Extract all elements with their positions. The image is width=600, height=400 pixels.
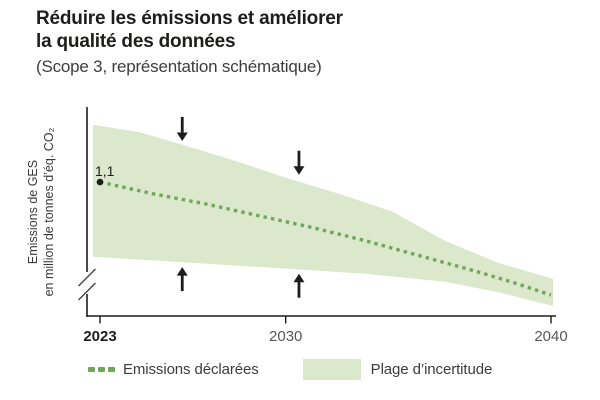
legend-item-declared-emissions: Emissions déclarées	[88, 361, 259, 378]
chart-title-line2: la qualité des données	[36, 31, 236, 52]
up-arrow-icon	[293, 273, 305, 283]
chart-header: Réduire les émissions et améliorer la qu…	[36, 7, 343, 77]
start-point-dot	[96, 178, 104, 186]
axis-break-slash-icon	[77, 268, 97, 287]
axis-break-slash-icon	[77, 282, 97, 301]
up-arrow-icon	[176, 267, 188, 276]
area-swatch-icon	[302, 359, 361, 380]
legend-label-uncertainty-range: Plage d’incertitude	[370, 361, 493, 378]
x-tick-label: 2040	[534, 328, 567, 345]
down-arrow-icon	[176, 132, 188, 141]
chart-title-line1: Réduire les émissions et améliorer	[36, 8, 343, 29]
chart-subtitle: (Scope 3, représentation schématique)	[36, 57, 322, 76]
x-tick-label: 2023	[83, 328, 116, 345]
uncertainty-band	[93, 124, 553, 306]
dotted-line-swatch-icon	[88, 367, 115, 372]
declared-emissions-line	[99, 180, 552, 297]
legend-label-declared-emissions: Emissions déclarées	[123, 361, 259, 378]
legend-item-uncertainty-range: Plage d’incertitude	[302, 359, 493, 380]
x-tick-label: 2030	[269, 328, 302, 345]
start-point-label: 1,1	[95, 163, 115, 179]
legend: Emissions déclarées Plage d’incertitude	[88, 359, 492, 380]
down-arrow-icon	[293, 166, 305, 175]
